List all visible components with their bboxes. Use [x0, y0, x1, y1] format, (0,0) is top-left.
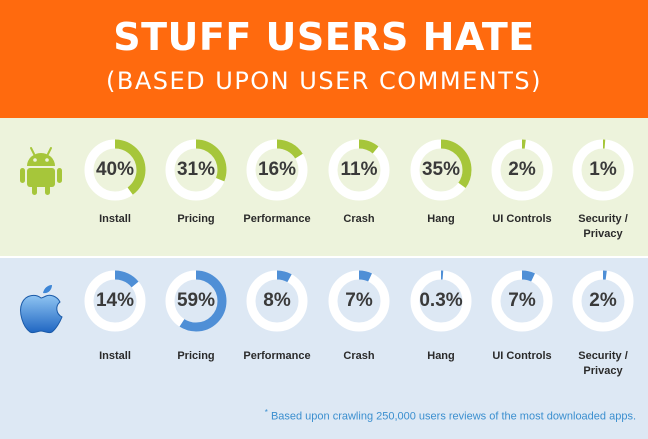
android-donut-arc-6	[572, 139, 634, 201]
android-donut-arc-3	[328, 139, 390, 201]
apple-donut-svg-6	[572, 270, 634, 332]
android-donut-svg-2	[246, 139, 308, 201]
apple-donut-value-4: 0.3%	[419, 290, 463, 311]
android-donut-4: 35%	[410, 139, 472, 201]
apple-category-label-5: UI Controls	[492, 350, 552, 362]
android-donut-svg-6	[572, 139, 634, 201]
apple-donut-svg-2	[246, 270, 308, 332]
apple-donut-value-0: 14%	[95, 290, 135, 311]
android-category-label-0: Install	[99, 213, 131, 225]
android-donut-value-4: 35%	[421, 159, 461, 180]
apple-donut-svg-1	[165, 270, 227, 332]
apple-donut-3: 7%	[328, 270, 390, 332]
apple-donut-value-3: 7%	[345, 290, 373, 311]
android-category-label-2: Performance	[243, 213, 311, 225]
page-title: STUFF USERS HATE	[113, 15, 535, 59]
android-category-label-5: UI Controls	[492, 213, 552, 225]
android-donut-5: 2%	[491, 139, 553, 201]
android-donut-value-3: 11%	[340, 159, 378, 180]
android-donut-value-6: 1%	[589, 159, 617, 180]
apple-category-label-2: Performance	[243, 350, 311, 362]
apple-donut-arc-2	[246, 270, 308, 332]
apple-donut-arc-5	[491, 270, 553, 332]
apple-donut-arc-3	[328, 270, 390, 332]
footnote-marker: *	[264, 408, 268, 417]
apple-logo-icon	[20, 285, 63, 334]
android-donut-value-1: 31%	[176, 159, 216, 180]
apple-donut-svg-0	[84, 270, 146, 332]
apple-category-label-3: Crash	[343, 350, 375, 362]
android-donut-2: 16%	[246, 139, 308, 201]
apple-donut-value-6: 2%	[589, 290, 617, 311]
android-donut-0: 40%	[84, 139, 146, 201]
apple-donut-value-1: 59%	[176, 290, 216, 311]
android-donut-svg-3	[328, 139, 390, 201]
apple-donut-arc-4	[410, 270, 472, 332]
apple-donut-arc-1	[165, 270, 227, 332]
android-donut-svg-0	[84, 139, 146, 201]
android-donut-6: 1%	[572, 139, 634, 201]
footnote: * Based upon crawling 250,000 users revi…	[176, 408, 636, 423]
footnote-text: Based upon crawling 250,000 users review…	[270, 410, 636, 423]
page-subtitle: (BASED UPON USER COMMENTS)	[106, 67, 542, 95]
apple-donut-arc-0	[84, 270, 146, 332]
apple-donut-svg-4	[410, 270, 472, 332]
apple-donut-value-2: 8%	[263, 290, 291, 311]
apple-donut-svg-3	[328, 270, 390, 332]
android-donut-arc-0	[84, 139, 146, 201]
android-category-label-6: Security / Privacy	[578, 213, 628, 240]
android-donut-arc-1	[165, 139, 227, 201]
android-donut-svg-5	[491, 139, 553, 201]
apple-donut-0: 14%	[84, 270, 146, 332]
android-category-label-1: Pricing	[177, 213, 215, 225]
apple-category-label-0: Install	[99, 350, 131, 362]
android-donut-value-2: 16%	[257, 159, 297, 180]
header-banner: STUFF USERS HATE (BASED UPON USER COMMEN…	[0, 0, 648, 118]
apple-donut-6: 2%	[572, 270, 634, 332]
apple-donut-value-5: 7%	[508, 290, 536, 311]
android-donut-1: 31%	[165, 139, 227, 201]
android-donut-svg-1	[165, 139, 227, 201]
android-donut-arc-2	[246, 139, 308, 201]
apple-donut-arc-6	[572, 270, 634, 332]
android-donut-value-0: 40%	[95, 159, 135, 180]
android-category-label-4: Hang	[427, 213, 455, 225]
apple-category-label-6: Security / Privacy	[578, 350, 628, 377]
android-donut-arc-5	[491, 139, 553, 201]
android-donut-arc-4	[410, 139, 472, 201]
android-donut-value-5: 2%	[508, 159, 536, 180]
android-donut-svg-4	[410, 139, 472, 201]
apple-donut-4: 0.3%	[410, 270, 472, 332]
apple-category-label-4: Hang	[427, 350, 455, 362]
apple-donut-5: 7%	[491, 270, 553, 332]
android-category-label-3: Crash	[343, 213, 375, 225]
apple-category-label-1: Pricing	[177, 350, 215, 362]
apple-donut-2: 8%	[246, 270, 308, 332]
android-robot-icon	[20, 147, 62, 195]
android-donut-3: 11%	[328, 139, 390, 201]
apple-donut-1: 59%	[165, 270, 227, 332]
apple-donut-svg-5	[491, 270, 553, 332]
